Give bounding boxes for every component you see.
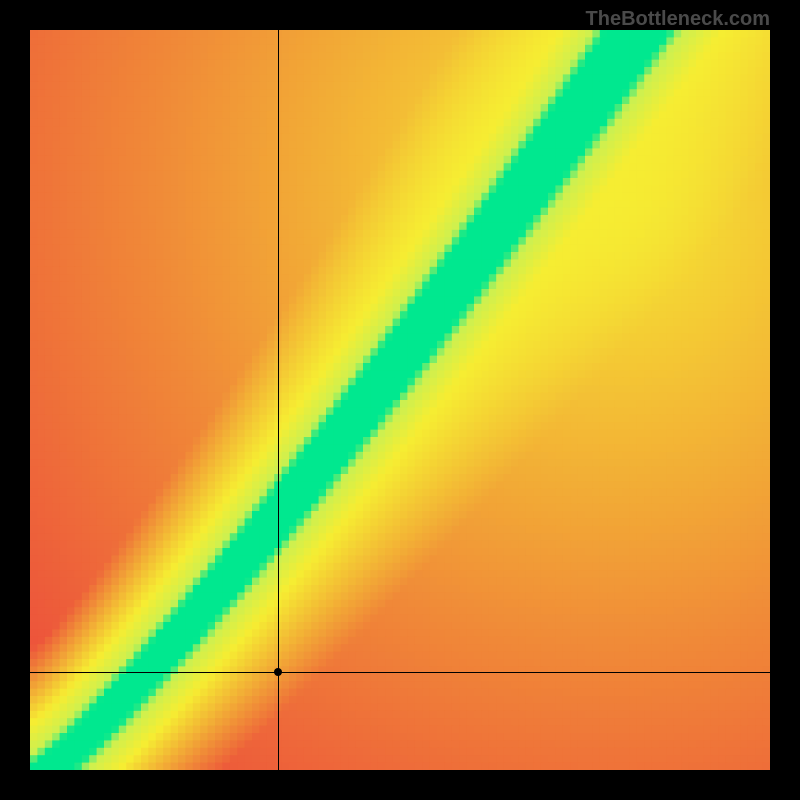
crosshair-vertical — [278, 30, 279, 770]
watermark-text: TheBottleneck.com — [586, 8, 770, 31]
heatmap-plot — [30, 30, 770, 770]
heatmap-canvas — [30, 30, 770, 770]
marker-dot — [274, 668, 282, 676]
crosshair-horizontal — [30, 672, 770, 673]
